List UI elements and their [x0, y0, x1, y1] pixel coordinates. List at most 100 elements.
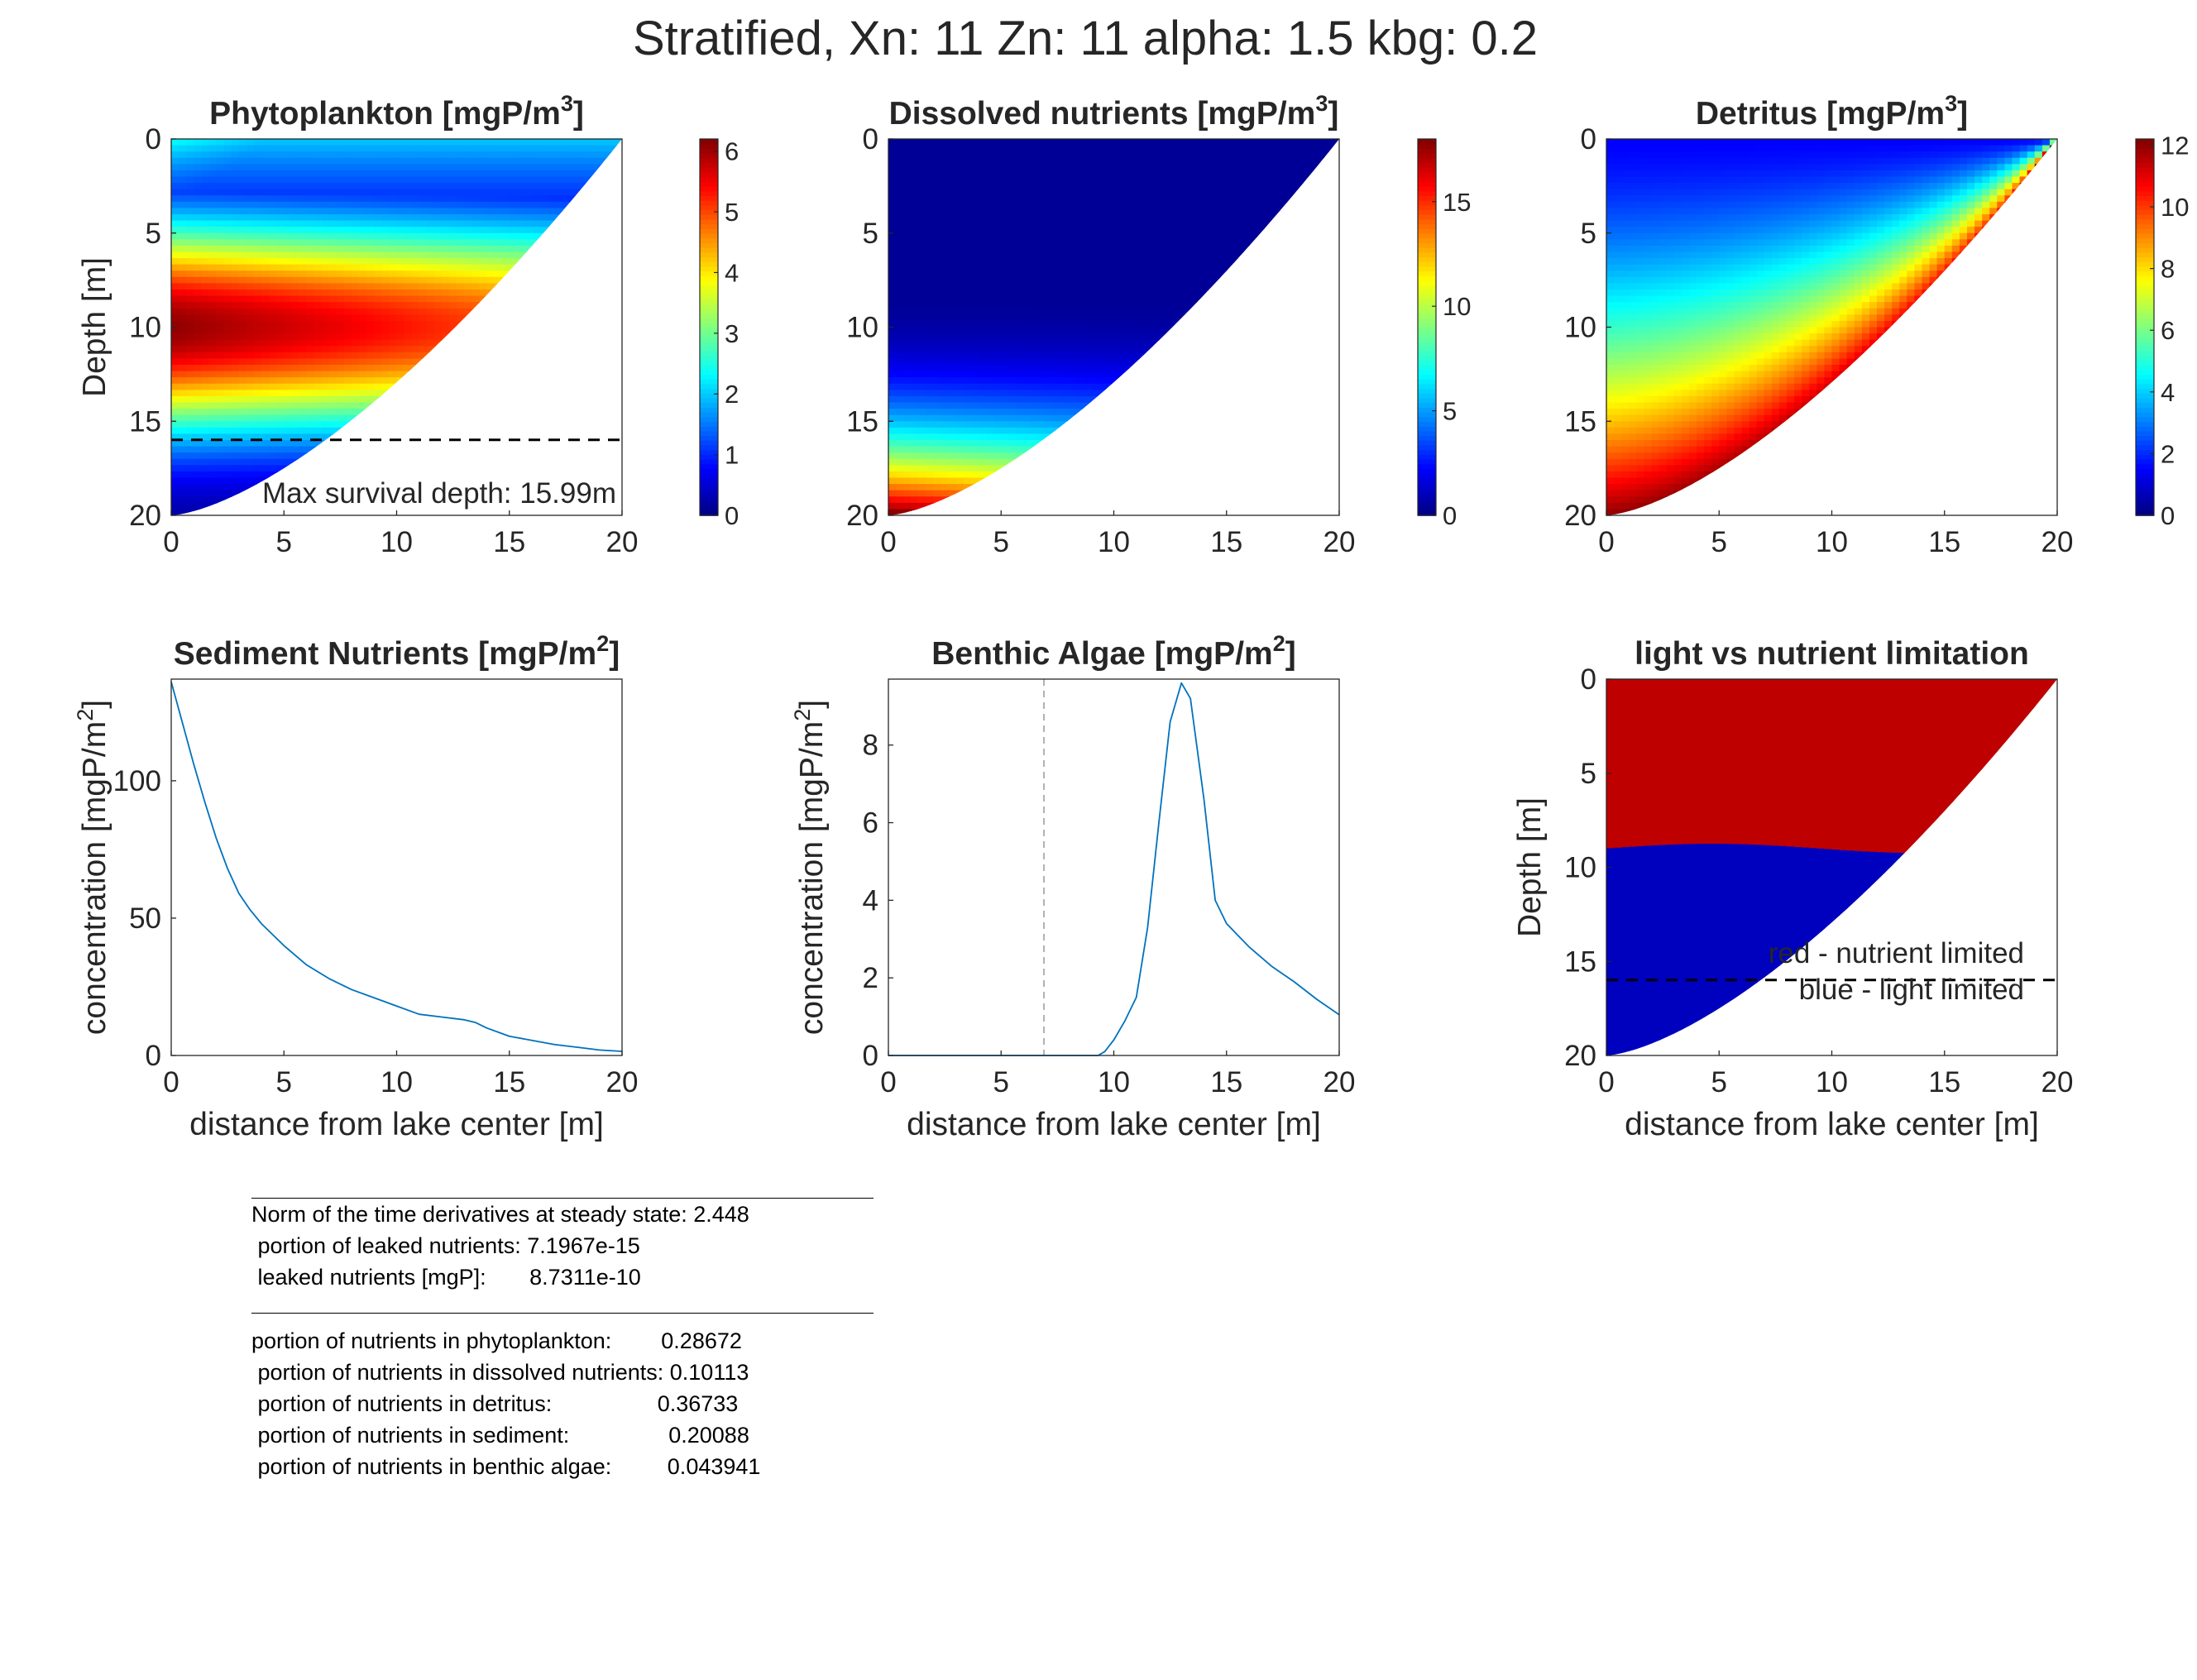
- heatmap-cell: [464, 395, 473, 404]
- heatmap-cell: [896, 183, 904, 190]
- heatmap-cell: [955, 164, 964, 171]
- heatmap-cell: [479, 377, 488, 385]
- heatmap-cell: [389, 314, 398, 322]
- heatmap-cell: [253, 346, 262, 353]
- colorbar-segment: [700, 270, 718, 276]
- heatmap-cell: [933, 477, 942, 485]
- heatmap-cell: [955, 427, 964, 435]
- heatmap-cell: [253, 195, 262, 203]
- heatmap-cell: [464, 383, 473, 391]
- heatmap-cell: [1016, 151, 1025, 159]
- heatmap-cell: [933, 201, 942, 209]
- heatmap-cell: [955, 290, 964, 297]
- heatmap-cell: [396, 270, 405, 278]
- heatmap-cell: [606, 164, 615, 171]
- heatmap-cell: [299, 208, 308, 215]
- heatmap-cell: [238, 371, 247, 378]
- heatmap-cell: [238, 145, 247, 152]
- heatmap-cell: [614, 333, 622, 341]
- heatmap-cell: [464, 377, 473, 385]
- heatmap-cell: [201, 239, 210, 246]
- heatmap-cell: [433, 465, 443, 472]
- heatmap-cell: [501, 339, 510, 347]
- heatmap-cell: [321, 176, 330, 184]
- heatmap-cell: [479, 421, 488, 428]
- heatmap-cell: [963, 201, 972, 209]
- heatmap-cell: [449, 333, 457, 341]
- heatmap-cell: [186, 157, 195, 165]
- heatmap-field: [171, 139, 622, 515]
- heatmap-cell: [554, 170, 563, 178]
- heatmap-cell: [979, 258, 987, 266]
- heatmap-cell: [201, 232, 210, 241]
- heatmap-cell: [911, 139, 920, 146]
- heatmap-cell: [253, 414, 262, 423]
- heatmap-cell: [433, 346, 443, 353]
- heatmap-cell: [419, 183, 428, 190]
- heatmap-cell: [562, 352, 571, 360]
- heatmap-cell: [201, 164, 210, 171]
- colorbar-segment: [700, 332, 718, 337]
- heatmap-cell: [389, 339, 398, 347]
- heatmap-cell: [926, 251, 935, 259]
- heatmap-cell: [291, 433, 300, 441]
- heatmap-cell: [396, 452, 405, 460]
- heatmap-cell: [569, 220, 578, 227]
- heatmap-cell: [1038, 251, 1047, 259]
- heatmap-cell: [306, 365, 315, 372]
- heatmap-cell: [547, 227, 556, 234]
- heatmap-cell: [314, 395, 323, 404]
- heatmap-cell: [986, 151, 994, 159]
- heatmap-cell: [539, 433, 548, 441]
- heatmap-cell: [269, 276, 277, 285]
- heatmap-cell: [276, 433, 285, 441]
- heatmap-cell: [963, 371, 972, 378]
- heatmap-cell: [888, 283, 897, 290]
- heatmap-cell: [314, 377, 323, 385]
- heatmap-cell: [201, 440, 210, 448]
- heatmap-cell: [201, 484, 210, 491]
- heatmap-cell: [389, 458, 398, 467]
- heatmap-cell: [299, 458, 308, 467]
- heatmap-cell: [246, 327, 255, 334]
- heatmap-cell: [501, 227, 510, 234]
- heatmap-cell: [284, 139, 293, 146]
- heatmap-cell: [986, 446, 994, 453]
- heatmap-cell: [918, 302, 927, 309]
- heatmap-cell: [194, 365, 203, 372]
- heatmap-cell: [1031, 195, 1040, 203]
- heatmap-cell: [231, 440, 240, 448]
- heatmap-cell: [179, 189, 187, 197]
- heatmap-cell: [223, 346, 232, 353]
- heatmap-cell: [194, 295, 203, 303]
- heatmap-cell: [1038, 295, 1047, 303]
- heatmap-cell: [321, 220, 330, 227]
- heatmap-cell: [449, 383, 457, 391]
- heatmap-cell: [276, 170, 285, 178]
- heatmap-cell: [911, 283, 920, 290]
- heatmap-cell: [284, 452, 293, 460]
- heatmap-cell: [343, 270, 352, 278]
- heatmap-cell: [284, 433, 293, 441]
- colorbar-segment: [700, 322, 718, 328]
- heatmap-cell: [955, 302, 964, 309]
- heatmap-cell: [494, 214, 503, 222]
- heatmap-cell: [201, 157, 210, 165]
- heatmap-cell: [457, 427, 466, 435]
- heatmap-cell: [411, 195, 420, 203]
- colorbar-segment: [700, 472, 718, 479]
- heatmap-cell: [366, 320, 376, 328]
- heatmap-cell: [419, 239, 428, 246]
- colorbar-segment: [700, 280, 718, 286]
- heatmap-cell: [171, 214, 179, 222]
- colorbar-segment: [700, 153, 718, 159]
- heatmap-cell: [216, 402, 225, 409]
- heatmap-cell: [374, 409, 383, 416]
- heatmap-cell: [433, 183, 443, 190]
- heatmap-cell: [577, 371, 586, 378]
- heatmap-cell: [993, 308, 1003, 316]
- heatmap-cell: [389, 270, 398, 278]
- heatmap-cell: [933, 433, 942, 441]
- heatmap-cell: [321, 365, 330, 372]
- heatmap-cell: [261, 402, 270, 409]
